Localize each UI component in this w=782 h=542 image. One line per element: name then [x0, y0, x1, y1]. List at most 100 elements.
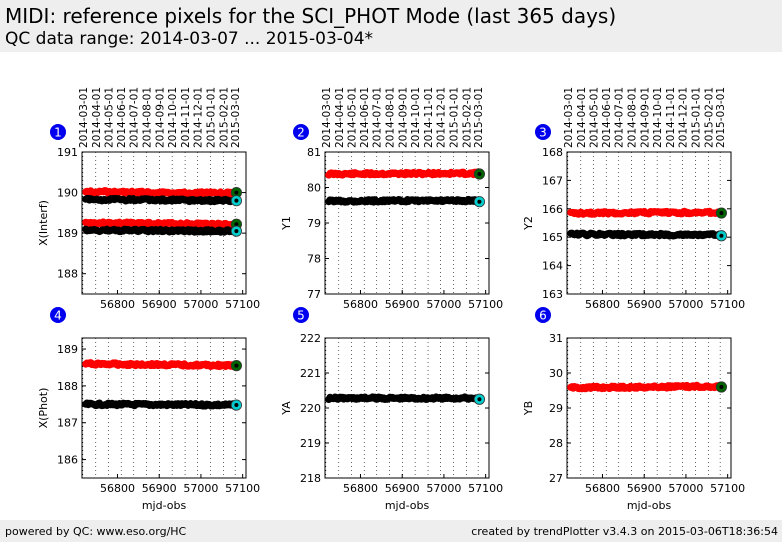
panel1-date-tick-label: 2015-02-01 [218, 87, 230, 148]
panel2-last-point-center [477, 199, 482, 204]
panel5-x-tick-label: 57100 [468, 482, 503, 495]
panel4-y-tick-label: 189 [57, 343, 78, 356]
footer-created: created by trendPlotter v3.4.3 on 2015-0… [471, 525, 778, 538]
panel1-y-axis-label: X(Interf) [37, 200, 50, 246]
footer-credit: powered by QC: www.eso.org/HC [5, 525, 187, 538]
panel6-x-tick-label: 57100 [710, 482, 745, 495]
panel2-date-tick-label: 2014-06-01 [359, 87, 371, 148]
panel2-date-tick-label: 2015-03-01 [473, 87, 485, 148]
footer: powered by QC: www.eso.org/HC created by… [0, 520, 782, 542]
panel3-last-point-center [719, 211, 724, 216]
panel5-x-tick-label: 56900 [385, 482, 420, 495]
panel2-y-tick-label: 78 [307, 253, 321, 266]
panel1-date-tick-label: 2014-11-01 [180, 87, 192, 148]
panel6-y-tick-label: 27 [549, 472, 563, 485]
panel1-last-point-center [234, 222, 239, 227]
panel1-last-point-center [234, 229, 239, 234]
panel3-date-tick-label: 2014-04-01 [576, 87, 588, 148]
page-title: MIDI: reference pixels for the SCI_PHOT … [5, 4, 617, 28]
panel3-date-tick-label: 2015-02-01 [703, 87, 715, 148]
panel1-y-tick-label: 191 [57, 146, 78, 159]
panel3-date-tick-label: 2015-01-01 [691, 87, 703, 148]
panel1-date-tick-label: 2014-07-01 [129, 87, 141, 148]
panel2-date-tick-label: 2015-02-01 [461, 87, 473, 148]
panel1-badge [50, 124, 66, 140]
panel3-y-tick-label: 164 [542, 260, 563, 273]
panel5-x-tick-label: 57000 [426, 482, 461, 495]
panel2-y-axis-label: Y1 [280, 216, 293, 231]
panel2-y-tick-label: 80 [307, 182, 321, 195]
panel4-x-tick-label: 57100 [225, 482, 260, 495]
panel1-date-tick-label: 2014-09-01 [155, 87, 167, 148]
panel6-y-axis-label: YB [522, 401, 535, 416]
panel1-last-point-center [234, 190, 239, 195]
panel1-badge-number: 1 [54, 126, 62, 140]
panel1-date-tick-label: 2014-03-01 [78, 87, 90, 148]
panel2-x-tick-label: 56900 [385, 298, 420, 311]
panel1-date-tick-label: 2014-10-01 [167, 87, 179, 148]
page-subtitle: QC data range: 2014-03-07 ... 2015-03-04… [5, 29, 374, 49]
panel2-date-tick-label: 2015-01-01 [449, 87, 461, 148]
panel1-date-tick-label: 2014-04-01 [91, 87, 103, 148]
panel1-x-tick-label: 57100 [225, 298, 260, 311]
panel6-frame [566, 337, 732, 479]
panel3-last-point-center [719, 233, 724, 238]
panel6-x-axis-label: mjd-obs [627, 499, 672, 512]
panel4-x-tick-label: 57000 [183, 482, 218, 495]
panel6-y-tick-label: 31 [549, 332, 563, 345]
panel3-y-tick-label: 165 [542, 231, 563, 244]
panel4-last-point-center [234, 363, 239, 368]
panel6-y-tick-label: 29 [549, 402, 563, 415]
panel4-y-tick-label: 186 [57, 454, 78, 467]
panel6-badge [535, 307, 551, 323]
panel1-date-tick-label: 2014-12-01 [193, 87, 205, 148]
panel3-date-tick-label: 2014-09-01 [640, 87, 652, 148]
panel6-badge-number: 6 [539, 309, 547, 323]
panel5-y-tick-label: 218 [300, 472, 321, 485]
panel6-y-tick-label: 28 [549, 437, 563, 450]
panel2-y-tick-label: 79 [307, 217, 321, 230]
panel2-date-tick-label: 2014-05-01 [346, 87, 358, 148]
panel6-x-tick-label: 56900 [627, 482, 662, 495]
panel1-x-tick-label: 56900 [142, 298, 177, 311]
panel1-date-tick-label: 2015-01-01 [206, 87, 218, 148]
panel3-y-tick-label: 168 [542, 146, 563, 159]
panel3-y-tick-label: 163 [542, 288, 563, 301]
panel3-date-tick-label: 2014-05-01 [588, 87, 600, 148]
panel5-frame [324, 337, 490, 479]
panel1-date-tick-label: 2014-08-01 [142, 87, 154, 148]
panel2-date-tick-label: 2014-03-01 [321, 87, 333, 148]
panel5-badge [293, 307, 309, 323]
panel1-date-tick-label: 2014-05-01 [103, 87, 115, 148]
panel1-x-tick-label: 57000 [183, 298, 218, 311]
panel4-badge [50, 307, 66, 323]
panel1-x-tick-label: 56800 [100, 298, 135, 311]
panel3-date-tick-label: 2014-08-01 [627, 87, 639, 148]
panel5-badge-number: 5 [297, 309, 305, 323]
panel2-y-tick-label: 77 [307, 288, 321, 301]
panel5-y-axis-label: YA [280, 401, 293, 416]
panel1-date-tick-label: 2015-03-01 [230, 87, 242, 148]
panel3-date-tick-label: 2014-10-01 [652, 87, 664, 148]
panel1-y-tick-label: 189 [57, 227, 78, 240]
panel5-y-tick-label: 221 [300, 367, 321, 380]
panel2-date-tick-label: 2014-08-01 [385, 87, 397, 148]
panel3-y-tick-label: 166 [542, 203, 563, 216]
panel3-date-tick-label: 2015-03-01 [715, 87, 727, 148]
panel5-x-axis-label: mjd-obs [385, 499, 430, 512]
panel2-x-tick-label: 56800 [343, 298, 378, 311]
panel3-x-tick-label: 56900 [627, 298, 662, 311]
panel3-badge-number: 3 [539, 126, 547, 140]
panel1-date-tick-label: 2014-06-01 [116, 87, 128, 148]
panel2-date-tick-label: 2014-10-01 [410, 87, 422, 148]
panel5-last-point-center [477, 397, 482, 402]
panel3-date-tick-label: 2014-07-01 [614, 87, 626, 148]
panel6-x-tick-label: 56800 [585, 482, 620, 495]
panel6-last-point-center [719, 385, 724, 389]
panel2-date-tick-label: 2014-04-01 [334, 87, 346, 148]
panel2-x-tick-label: 57100 [468, 298, 503, 311]
panel3-date-tick-label: 2014-06-01 [601, 87, 613, 148]
panel3-date-tick-label: 2014-12-01 [678, 87, 690, 148]
panel5-y-tick-label: 219 [300, 437, 321, 450]
